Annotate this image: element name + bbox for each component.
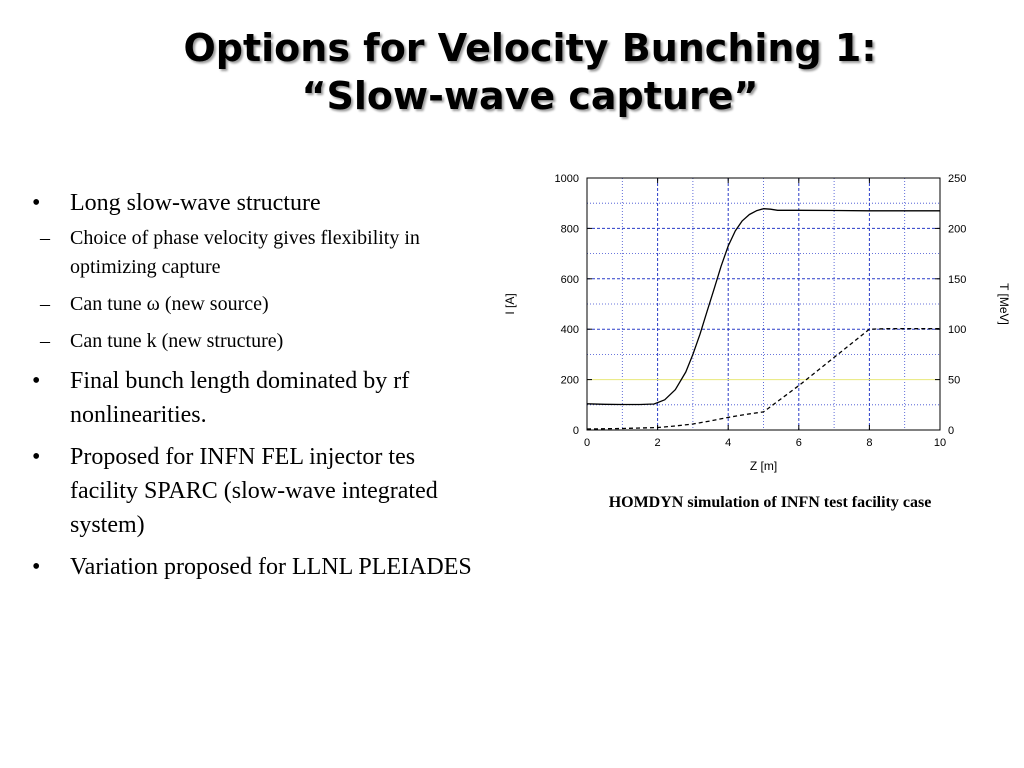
- bullet-2: • Final bunch length dominated by rf non…: [28, 364, 488, 432]
- current-series-line: [586, 208, 940, 406]
- y2-tick-label: 150: [948, 274, 966, 286]
- bullet-2-text: Final bunch length dominated by rf nonli…: [70, 368, 410, 428]
- sub-bullet-3: – Can tune k (new structure): [24, 327, 488, 356]
- plot-frame: [586, 177, 941, 431]
- chart-caption: HOMDYN simulation of INFN test facility …: [608, 494, 932, 511]
- y2-tick-label: 50: [948, 375, 960, 387]
- x-tick-label: 2: [655, 437, 661, 449]
- x-tick-label: 6: [796, 437, 802, 449]
- title-line-2: “Slow-wave capture”: [301, 74, 759, 118]
- y-axis-label: I [A]: [503, 293, 517, 314]
- bullet-mark: •: [32, 554, 41, 580]
- y2-tick-label: 100: [948, 324, 966, 336]
- y-tick-label: 600: [561, 274, 579, 286]
- y-tick-label: 400: [561, 324, 579, 336]
- y-tick-label: 800: [561, 223, 579, 235]
- bullet-mark: •: [32, 190, 41, 216]
- bullet-3-text: Proposed for INFN FEL injector tes facil…: [70, 444, 438, 538]
- dash-mark: –: [40, 227, 50, 249]
- y-tick-label: 1000: [555, 173, 579, 185]
- y2-tick-label: 200: [948, 223, 966, 235]
- bullet-4: • Variation proposed for LLNL PLEIADES: [28, 550, 488, 584]
- x-tick-label: 0: [584, 437, 590, 449]
- bullet-list: • Long slow-wave structure – Choice of p…: [28, 186, 488, 592]
- y-tick-label: 0: [573, 425, 579, 437]
- bullet-4-text: Variation proposed for LLNL PLEIADES: [70, 554, 472, 580]
- homdyn-chart: 0 2 4 6 8 1002004006008001000050100150200250Z…: [503, 173, 1011, 473]
- y2-tick-label: 250: [948, 173, 966, 185]
- sub-bullet-2: – Can tune ω (new source): [24, 290, 488, 319]
- x-tick-label: 10: [934, 437, 946, 449]
- sub-bullet-3-text: Can tune k (new structure): [70, 330, 284, 352]
- sub-bullet-2-text: Can tune ω (new source): [70, 293, 269, 315]
- chart-container: 0 2 4 6 8 10 0 200 400 600 800 1000 0 50 100 150 200 250 Z…: [495, 160, 1015, 490]
- title-line-1: Options for Velocity Bunching 1:: [183, 26, 877, 70]
- bullet-1: • Long slow-wave structure – Choice of p…: [28, 186, 488, 356]
- x-axis-label: Z [m]: [750, 459, 777, 473]
- bullet-mark: •: [32, 444, 41, 470]
- y2-tick-label: 0: [948, 425, 954, 437]
- y-tick-label: 200: [561, 375, 579, 387]
- energy-series-line: [586, 328, 940, 430]
- bullet-1-text: Long slow-wave structure: [70, 190, 321, 216]
- bullet-mark: •: [32, 368, 41, 394]
- dash-mark: –: [40, 293, 50, 315]
- x-tick-label: 4: [725, 437, 731, 449]
- sub-bullet-1: – Choice of phase velocity gives flexibi…: [24, 224, 488, 282]
- sub-bullet-1-text: Choice of phase velocity gives flexibili…: [70, 227, 420, 278]
- dash-mark: –: [40, 330, 50, 352]
- y2-axis-label: T [MeV]: [997, 283, 1011, 325]
- x-tick-label: 8: [866, 437, 872, 449]
- slide-title: Options for Velocity Bunching 1: “Slow-w…: [60, 24, 1000, 120]
- bullet-3: • Proposed for INFN FEL injector tes fac…: [28, 440, 488, 542]
- sub-bullet-list: – Choice of phase velocity gives flexibi…: [40, 224, 488, 356]
